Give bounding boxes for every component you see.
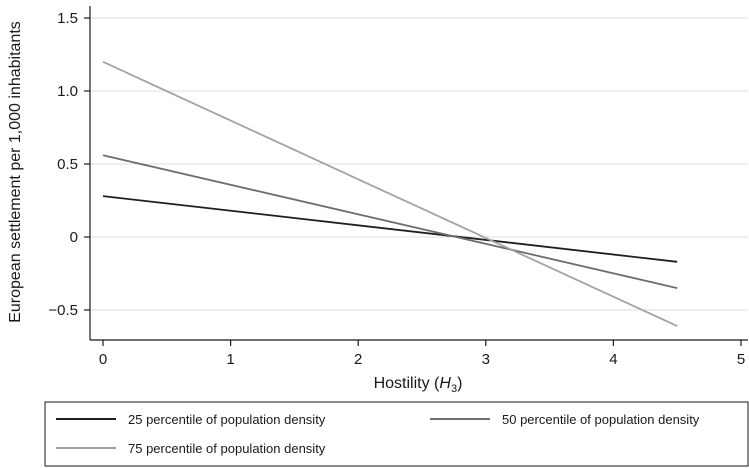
series-line [102,154,678,289]
x-tick-label: 1 [226,351,234,368]
y-axis-title: European settlement per 1,000 inhabitant… [7,21,24,323]
legend-label: 50 percentile of population density [502,412,700,427]
legend-label: 75 percentile of population density [128,441,326,456]
x-tick-label: 0 [99,351,107,368]
x-tick-label: 4 [609,351,617,368]
tick-labels: −0.5 0 0.5 1.0 1.5 0 1 2 3 4 5 [48,10,745,368]
y-tick-label: 0 [70,229,78,246]
y-tick-label: 1.5 [57,10,78,27]
grid-lines [90,17,748,311]
x-tick-label: 3 [482,351,490,368]
axes [89,6,748,341]
x-tick-label: 2 [354,351,362,368]
series-lines [102,60,678,327]
series-line [102,60,678,327]
series-line [102,195,678,263]
x-tick-label: 5 [737,351,745,368]
y-tick-label: −0.5 [48,302,78,319]
y-tick-label: 0.5 [57,156,78,173]
legend: 25 percentile of population density 50 pe… [44,401,749,467]
legend-box [44,401,749,467]
y-tick-label: 1.0 [57,83,78,100]
x-axis-title: Hostility (H3) [374,375,463,395]
legend-label: 25 percentile of population density [128,412,326,427]
